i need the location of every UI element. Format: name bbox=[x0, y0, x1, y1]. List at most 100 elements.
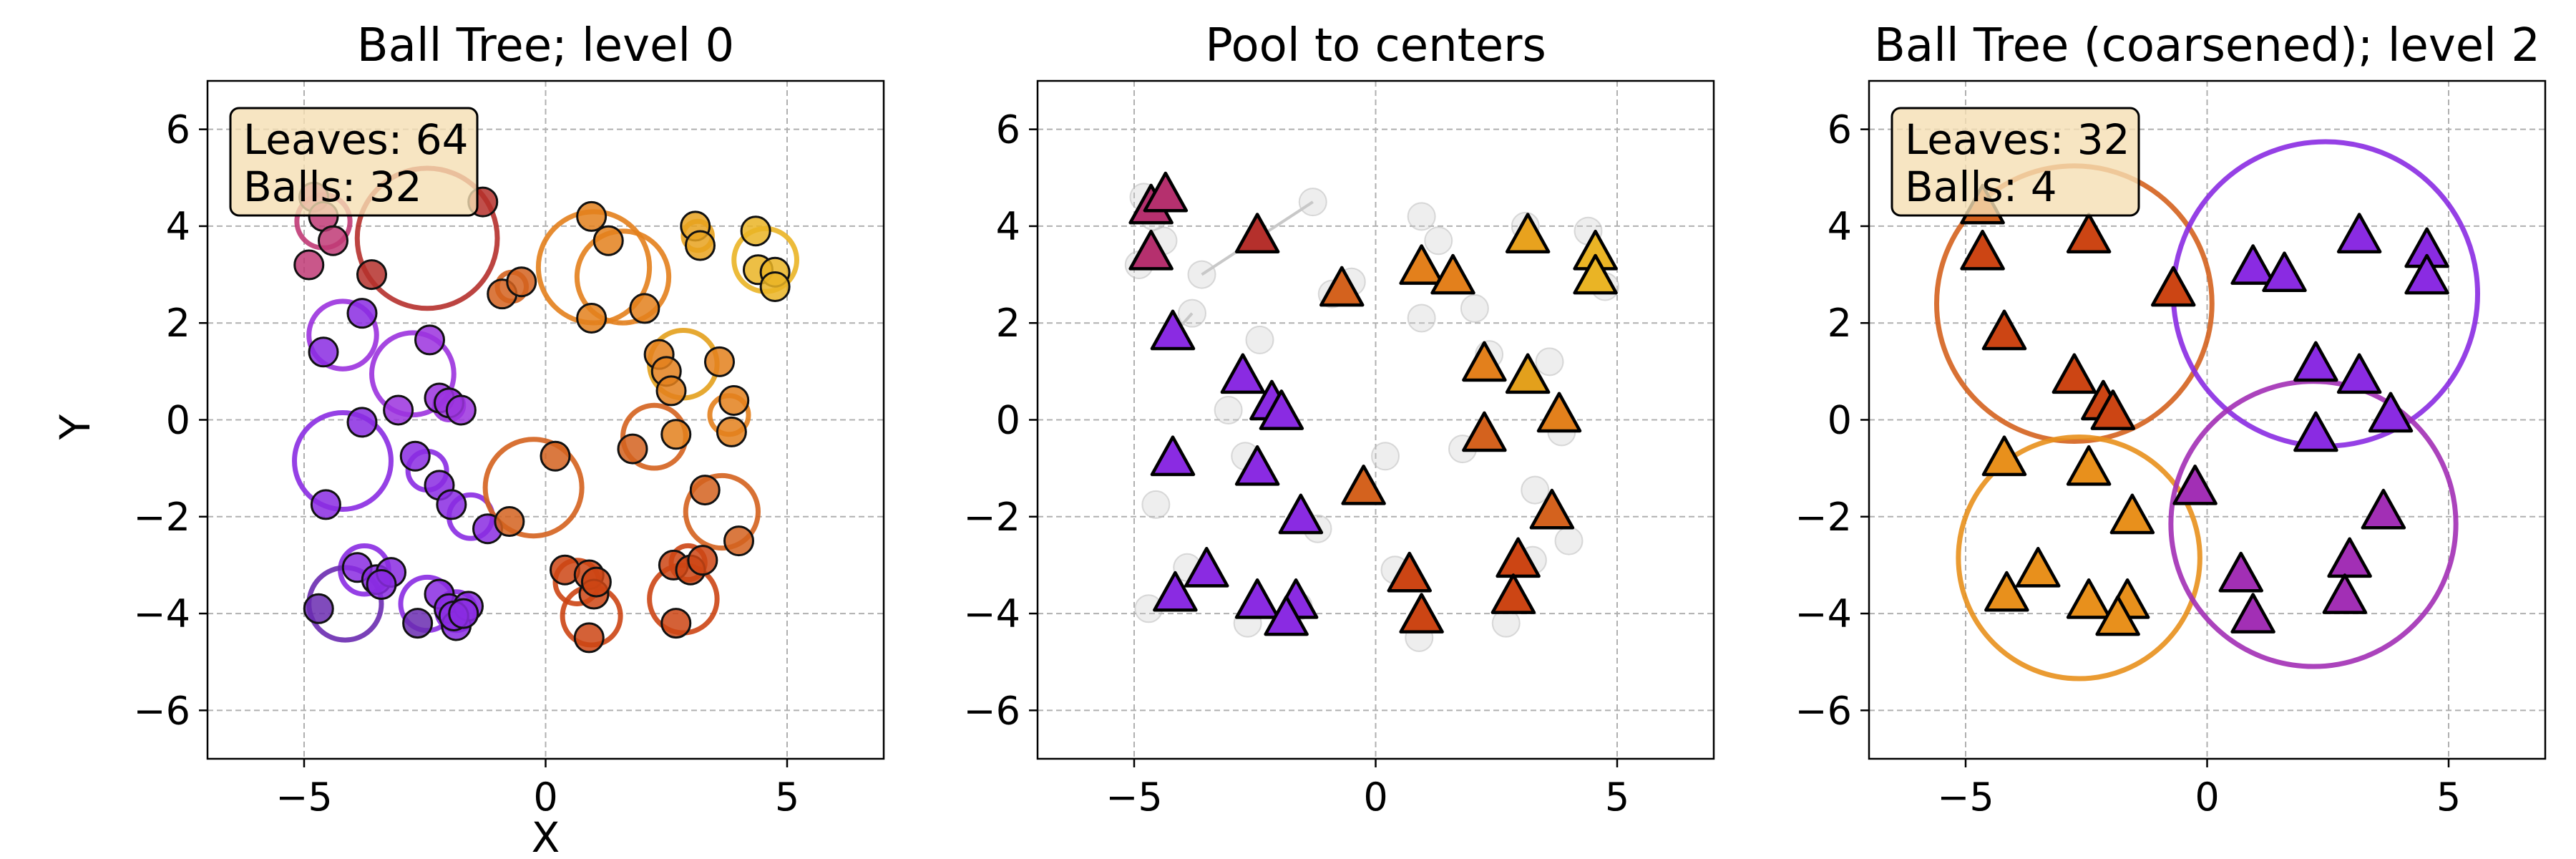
faded-point bbox=[1214, 395, 1243, 424]
center-triangle bbox=[1960, 229, 2005, 271]
info-box: Leaves: 64 Balls: 32 bbox=[229, 107, 479, 217]
center-triangle bbox=[1981, 435, 2027, 477]
data-point bbox=[448, 598, 479, 629]
data-point bbox=[356, 259, 387, 291]
center-triangle bbox=[1387, 551, 1432, 593]
center-triangle bbox=[1278, 493, 1324, 535]
panel-ball-tree-level-0: −5 0 5 −6 −4 −2 0 2 4 6 Ball Tree; level 0 X Y Le… bbox=[51, 19, 885, 859]
ball-circle bbox=[306, 299, 379, 372]
data-point bbox=[617, 433, 648, 465]
panel-title: Ball Tree (coarsened); level 2 bbox=[1874, 19, 2540, 72]
center-triangle bbox=[2066, 445, 2112, 486]
y-tick-label: −4 bbox=[963, 591, 1020, 636]
y-tick-label: −4 bbox=[1795, 591, 1852, 636]
y-tick-label: 4 bbox=[166, 204, 190, 249]
y-tick-label: 2 bbox=[996, 301, 1020, 346]
center-triangle bbox=[1319, 266, 1365, 307]
data-point bbox=[740, 215, 771, 247]
center-triangle bbox=[1505, 353, 1551, 394]
data-point bbox=[687, 545, 718, 576]
faded-point bbox=[1371, 442, 1400, 471]
center-triangle bbox=[1264, 595, 1309, 636]
center-triangle bbox=[1150, 309, 1196, 351]
center-triangle bbox=[1128, 229, 1174, 271]
ball-circle bbox=[574, 228, 672, 326]
data-point bbox=[346, 407, 378, 438]
data-point bbox=[629, 293, 660, 324]
data-point bbox=[704, 346, 735, 377]
ball-circle bbox=[482, 437, 585, 539]
data-point bbox=[494, 506, 525, 538]
faded-point bbox=[1460, 293, 1489, 323]
data-point bbox=[655, 375, 687, 407]
y-tick-label: −2 bbox=[963, 495, 1020, 540]
center-triangle bbox=[1491, 573, 1536, 614]
center-triangle bbox=[2368, 392, 2414, 433]
panel-title: Ball Tree; level 0 bbox=[357, 19, 735, 72]
center-triangle bbox=[1529, 488, 1575, 530]
ball-circle bbox=[292, 409, 394, 512]
center-triangle bbox=[1150, 435, 1196, 477]
center-triangle bbox=[2109, 493, 2155, 535]
center-triangle bbox=[2066, 578, 2112, 619]
x-tick-label: −5 bbox=[1106, 775, 1163, 820]
data-point bbox=[573, 622, 605, 654]
center-triangle bbox=[1341, 464, 1386, 505]
y-tick-label: 2 bbox=[1828, 301, 1852, 346]
x-tick-label: 0 bbox=[2195, 775, 2219, 820]
center-triangle bbox=[1981, 309, 2027, 351]
center-triangle bbox=[2051, 353, 2097, 394]
center-triangle bbox=[2090, 389, 2136, 430]
panel-title: Pool to centers bbox=[1205, 19, 1546, 72]
center-triangle bbox=[1220, 353, 1266, 394]
data-point bbox=[414, 324, 445, 356]
data-point bbox=[436, 489, 467, 520]
center-triangle bbox=[1496, 537, 1541, 578]
x-tick-label: 5 bbox=[1605, 775, 1629, 820]
faded-point bbox=[1245, 325, 1274, 354]
y-tick-label: −4 bbox=[133, 591, 190, 636]
center-triangle bbox=[2016, 546, 2061, 588]
center-triangle bbox=[2095, 595, 2140, 636]
data-point bbox=[540, 440, 571, 472]
center-triangle bbox=[1143, 171, 1189, 213]
center-triangle bbox=[2230, 244, 2275, 285]
data-point bbox=[689, 475, 721, 506]
center-triangle bbox=[1234, 578, 1280, 619]
info-leaves: Leaves: 64 bbox=[243, 115, 469, 164]
faded-point bbox=[1521, 475, 1550, 505]
y-tick-label: −6 bbox=[1795, 688, 1852, 733]
panel-ball-tree-coarsened-level-2: −5 0 5 −6 −4 −2 0 2 4 6 Ball Tree (coarsened); le… bbox=[1795, 19, 2547, 820]
center-triangle bbox=[2293, 341, 2338, 382]
data-point bbox=[383, 394, 414, 426]
center-triangle bbox=[2066, 213, 2112, 253]
center-triangle bbox=[1234, 445, 1280, 486]
panel-pool-to-centers: −5 0 5 −6 −4 −2 0 2 4 6 Pool to centers bbox=[963, 19, 1715, 820]
center-triangle bbox=[1462, 341, 1507, 382]
y-tick-label: −6 bbox=[963, 688, 1020, 733]
y-tick-label: 6 bbox=[996, 107, 1020, 152]
y-tick-label: 6 bbox=[166, 107, 190, 152]
center-triangle bbox=[2293, 411, 2338, 452]
data-point bbox=[660, 419, 692, 450]
y-tick-label: 0 bbox=[166, 398, 190, 443]
center-triangle bbox=[2361, 488, 2406, 530]
center-triangle bbox=[2218, 551, 2263, 593]
center-triangle bbox=[1399, 593, 1444, 634]
x-tick-label: 5 bbox=[775, 775, 799, 820]
center-triangle bbox=[1153, 571, 1198, 612]
x-axis-label: X bbox=[532, 813, 560, 859]
center-triangle bbox=[1984, 571, 2029, 612]
center-triangle bbox=[2336, 353, 2382, 394]
center-triangle bbox=[1430, 253, 1475, 295]
data-point bbox=[685, 230, 716, 261]
center-triangle bbox=[1462, 411, 1507, 452]
x-tick-label: 0 bbox=[1363, 775, 1387, 820]
y-axis-label: Y bbox=[51, 414, 99, 440]
y-tick-label: 4 bbox=[996, 204, 1020, 249]
center-triangle bbox=[1184, 546, 1229, 588]
faded-point bbox=[1554, 526, 1584, 555]
y-tick-label: −2 bbox=[133, 495, 190, 540]
center-triangle bbox=[2336, 213, 2382, 253]
data-point bbox=[660, 608, 692, 639]
